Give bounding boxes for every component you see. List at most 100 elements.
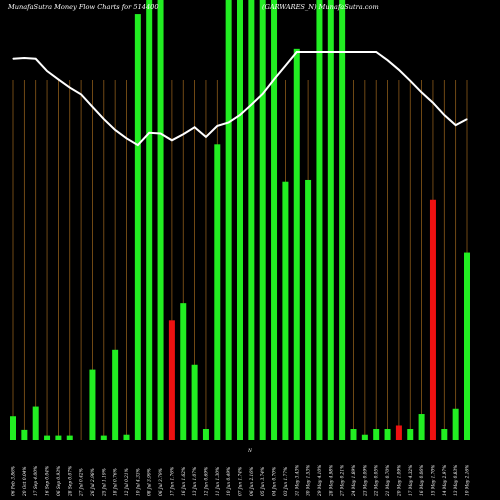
line-point (443, 114, 445, 116)
line-point (398, 69, 400, 71)
line-point (137, 144, 139, 146)
chart-title-left: MunafaSutra Money Flow Charts for 514400 (7, 3, 159, 11)
x-tick-label: 23 May 0.09% (363, 465, 368, 497)
bar-red (168, 320, 175, 440)
center-marker-label: N (247, 449, 252, 454)
x-tick-label: 06 Sep 0.93% (57, 466, 62, 496)
line-point (159, 132, 162, 135)
bar-green (248, 0, 255, 440)
x-tick-label: 13 Jun 1.07% (193, 467, 198, 496)
line-point (455, 124, 457, 126)
bar-green (316, 0, 323, 440)
x-tick-label: 08 Jul 3.99% (148, 468, 153, 496)
bar-green (237, 0, 243, 440)
line-point (239, 114, 241, 116)
line-point (386, 59, 389, 61)
x-tick-label: 24 May 1.89% (352, 465, 357, 497)
line-point (318, 51, 321, 53)
line-point (103, 118, 105, 120)
bar-red (395, 425, 402, 440)
line-point (296, 51, 298, 53)
x-tick-label: 06 Feb 3.86% (12, 466, 17, 496)
x-tick-label: 03 Jun 1.77% (284, 467, 289, 496)
bar-green (452, 408, 459, 440)
x-tick-label: 10 May 2.16% (466, 465, 471, 496)
line-point (91, 106, 94, 108)
bar-green (89, 369, 96, 440)
line-point (228, 121, 230, 124)
x-tick-label: 16 Sep 0.04% (46, 466, 51, 496)
money-flow-line-layer (12, 51, 468, 147)
line-point (12, 58, 14, 60)
x-tick-label: 17 Sep 4.00% (34, 466, 39, 496)
x-tick-label: 10 Jun 0.49% (227, 467, 232, 496)
line-point (352, 51, 355, 53)
bar-green (407, 429, 414, 440)
x-tick-label: 12 Jul 0.21% (125, 468, 130, 496)
x-tick-label: 21 May 0.70% (386, 465, 391, 497)
line-point (432, 102, 434, 104)
bar-green (55, 435, 62, 440)
x-tick-label: 18 Jul 0.76% (114, 468, 119, 496)
bar-green (214, 144, 221, 440)
line-point (341, 51, 343, 53)
x-tick-label: 17 May 4.32% (409, 465, 414, 496)
bar-red (429, 199, 436, 440)
line-point (205, 136, 207, 138)
line-point (273, 78, 275, 81)
line-point (46, 70, 48, 72)
x-tick-label: 12 Jun 0.69% (204, 467, 209, 496)
line-point (216, 125, 218, 127)
x-tick-label: 28 Sep 0.07% (68, 466, 73, 497)
x-tick-label: 22 May 0.05% (375, 465, 380, 497)
bar-green (225, 0, 232, 440)
x-tick-label: 20 Oct 0.04% (23, 466, 28, 497)
line-point (69, 87, 71, 89)
x-tick-label: 29 May 4.10% (318, 465, 323, 497)
bar-green (361, 434, 368, 440)
x-tick-label: 06 Jul 3.79% (159, 468, 164, 496)
line-point (125, 137, 128, 139)
line-point (284, 65, 286, 67)
bar-green (191, 364, 198, 440)
line-point (307, 51, 309, 53)
line-point (409, 80, 411, 82)
line-point (171, 139, 173, 141)
x-tick-label: 26 Jul 2.98% (91, 468, 96, 497)
line-point (330, 51, 332, 53)
line-point (23, 57, 25, 59)
line-point (80, 93, 82, 95)
line-point (250, 104, 252, 106)
bar-green (418, 414, 425, 440)
x-tick-label: 13 May 0.83% (454, 465, 459, 496)
bar-green (271, 0, 278, 440)
line-point (262, 93, 264, 95)
x-tick-label: 07 Jun 1.74% (239, 467, 244, 496)
bar-green (146, 0, 153, 440)
line-point (364, 51, 366, 53)
bar-green (350, 429, 357, 440)
bar-green (282, 181, 289, 440)
x-tick-label: 20 May 1.09% (397, 465, 402, 497)
x-tick-label: 11 Jun 1.30% (216, 467, 221, 496)
bar-green (293, 48, 300, 441)
bar-green (180, 303, 187, 440)
x-tick-label: 15 May 1.70% (431, 465, 436, 496)
bar-green (112, 349, 119, 440)
x-tick-label: 28 May 4.98% (329, 465, 334, 497)
bar-green (202, 429, 209, 440)
bar-green (157, 0, 164, 440)
bar-green (384, 429, 391, 440)
bar-green (441, 429, 448, 440)
x-tick-label: 31 May 3.43% (295, 465, 300, 496)
line-point (375, 51, 377, 53)
bar-green (305, 179, 312, 440)
x-tick-label: 14 May 2.97% (443, 465, 448, 496)
x-tick-label: 04 Jun 0.70% (273, 467, 278, 496)
x-tick-label: 06 Jun 2.16% (250, 467, 255, 496)
x-tick-label: 30 May 1.53% (307, 465, 312, 496)
line-point (194, 126, 196, 128)
bar-green (134, 14, 141, 441)
bar-green (10, 416, 16, 440)
